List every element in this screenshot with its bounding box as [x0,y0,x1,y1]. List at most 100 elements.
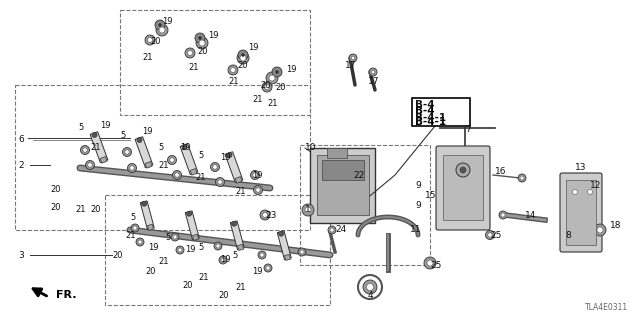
Text: 25: 25 [490,230,501,239]
Circle shape [122,148,131,156]
Text: 21: 21 [75,205,86,214]
Circle shape [156,24,168,36]
Text: 19: 19 [142,127,152,137]
Circle shape [159,27,165,33]
Text: B-4: B-4 [415,100,435,110]
Bar [277,231,291,260]
Circle shape [275,70,278,74]
Text: 21: 21 [158,258,168,267]
Circle shape [221,258,225,262]
Circle shape [136,238,144,246]
Text: 19: 19 [252,268,262,276]
Text: 15: 15 [425,190,436,199]
Circle shape [269,75,275,81]
Circle shape [137,138,142,142]
Circle shape [460,167,466,173]
Bar [230,221,244,250]
Text: 7: 7 [465,125,471,134]
Bar [140,201,154,230]
Text: 20: 20 [182,281,193,290]
Text: 10: 10 [305,143,317,153]
Circle shape [141,201,147,206]
Circle shape [88,163,92,167]
Text: B-4-1: B-4-1 [415,117,446,127]
Text: 4: 4 [368,291,374,300]
Circle shape [138,240,142,244]
Text: 20: 20 [50,204,61,212]
Bar [566,180,596,245]
Circle shape [570,187,580,197]
Circle shape [219,256,227,264]
Circle shape [170,158,174,162]
Bar [193,234,198,240]
Text: 12: 12 [590,180,602,189]
Text: 21: 21 [195,173,205,182]
Text: 21: 21 [252,95,262,105]
Text: 18: 18 [610,220,621,229]
Bar [412,98,470,126]
Circle shape [178,248,182,252]
Circle shape [594,224,606,236]
Circle shape [262,212,268,218]
FancyBboxPatch shape [436,146,490,230]
Text: 19: 19 [162,18,173,27]
Circle shape [199,40,205,46]
Text: 19: 19 [208,30,218,39]
Circle shape [264,264,272,272]
Circle shape [237,52,249,64]
Circle shape [216,178,225,187]
Circle shape [253,173,257,177]
Text: 5: 5 [78,124,83,132]
Circle shape [218,180,222,184]
Circle shape [302,204,314,216]
Bar [300,145,430,265]
Text: 17: 17 [368,77,380,86]
Text: B-4-1: B-4-1 [415,113,446,123]
Text: 19: 19 [185,245,195,254]
Circle shape [250,171,259,180]
Circle shape [147,37,152,43]
Circle shape [349,54,357,62]
Circle shape [185,48,195,58]
Circle shape [173,171,182,180]
Circle shape [86,161,95,170]
Bar [237,244,244,251]
Text: 17: 17 [345,60,356,69]
Bar [327,148,347,158]
Circle shape [588,189,593,195]
Text: 19: 19 [248,44,259,52]
Text: 20: 20 [275,83,285,92]
Text: 5: 5 [232,251,237,260]
Text: FR.: FR. [56,290,77,300]
Text: 5: 5 [165,234,170,243]
Text: 21: 21 [142,53,152,62]
Text: 21: 21 [158,161,168,170]
Text: 5: 5 [158,143,163,153]
Circle shape [330,228,334,232]
Text: 23: 23 [265,211,276,220]
Circle shape [520,176,524,180]
Circle shape [256,188,260,192]
Circle shape [262,82,272,92]
Bar [285,254,291,260]
Circle shape [125,150,129,154]
Circle shape [456,163,470,177]
FancyBboxPatch shape [560,173,602,252]
Text: 20: 20 [260,81,271,90]
Circle shape [424,257,436,269]
Bar [135,137,153,168]
Circle shape [488,233,492,237]
Circle shape [238,50,248,60]
Text: 20: 20 [197,47,207,57]
Text: 5: 5 [130,213,135,222]
Circle shape [211,163,220,172]
Text: 25: 25 [430,260,442,269]
Circle shape [367,284,374,291]
Text: 19: 19 [220,154,230,163]
Text: 19: 19 [252,171,262,180]
Circle shape [266,72,278,84]
Bar [100,156,107,163]
Text: 5: 5 [198,244,204,252]
Circle shape [198,36,202,39]
Circle shape [127,164,136,172]
